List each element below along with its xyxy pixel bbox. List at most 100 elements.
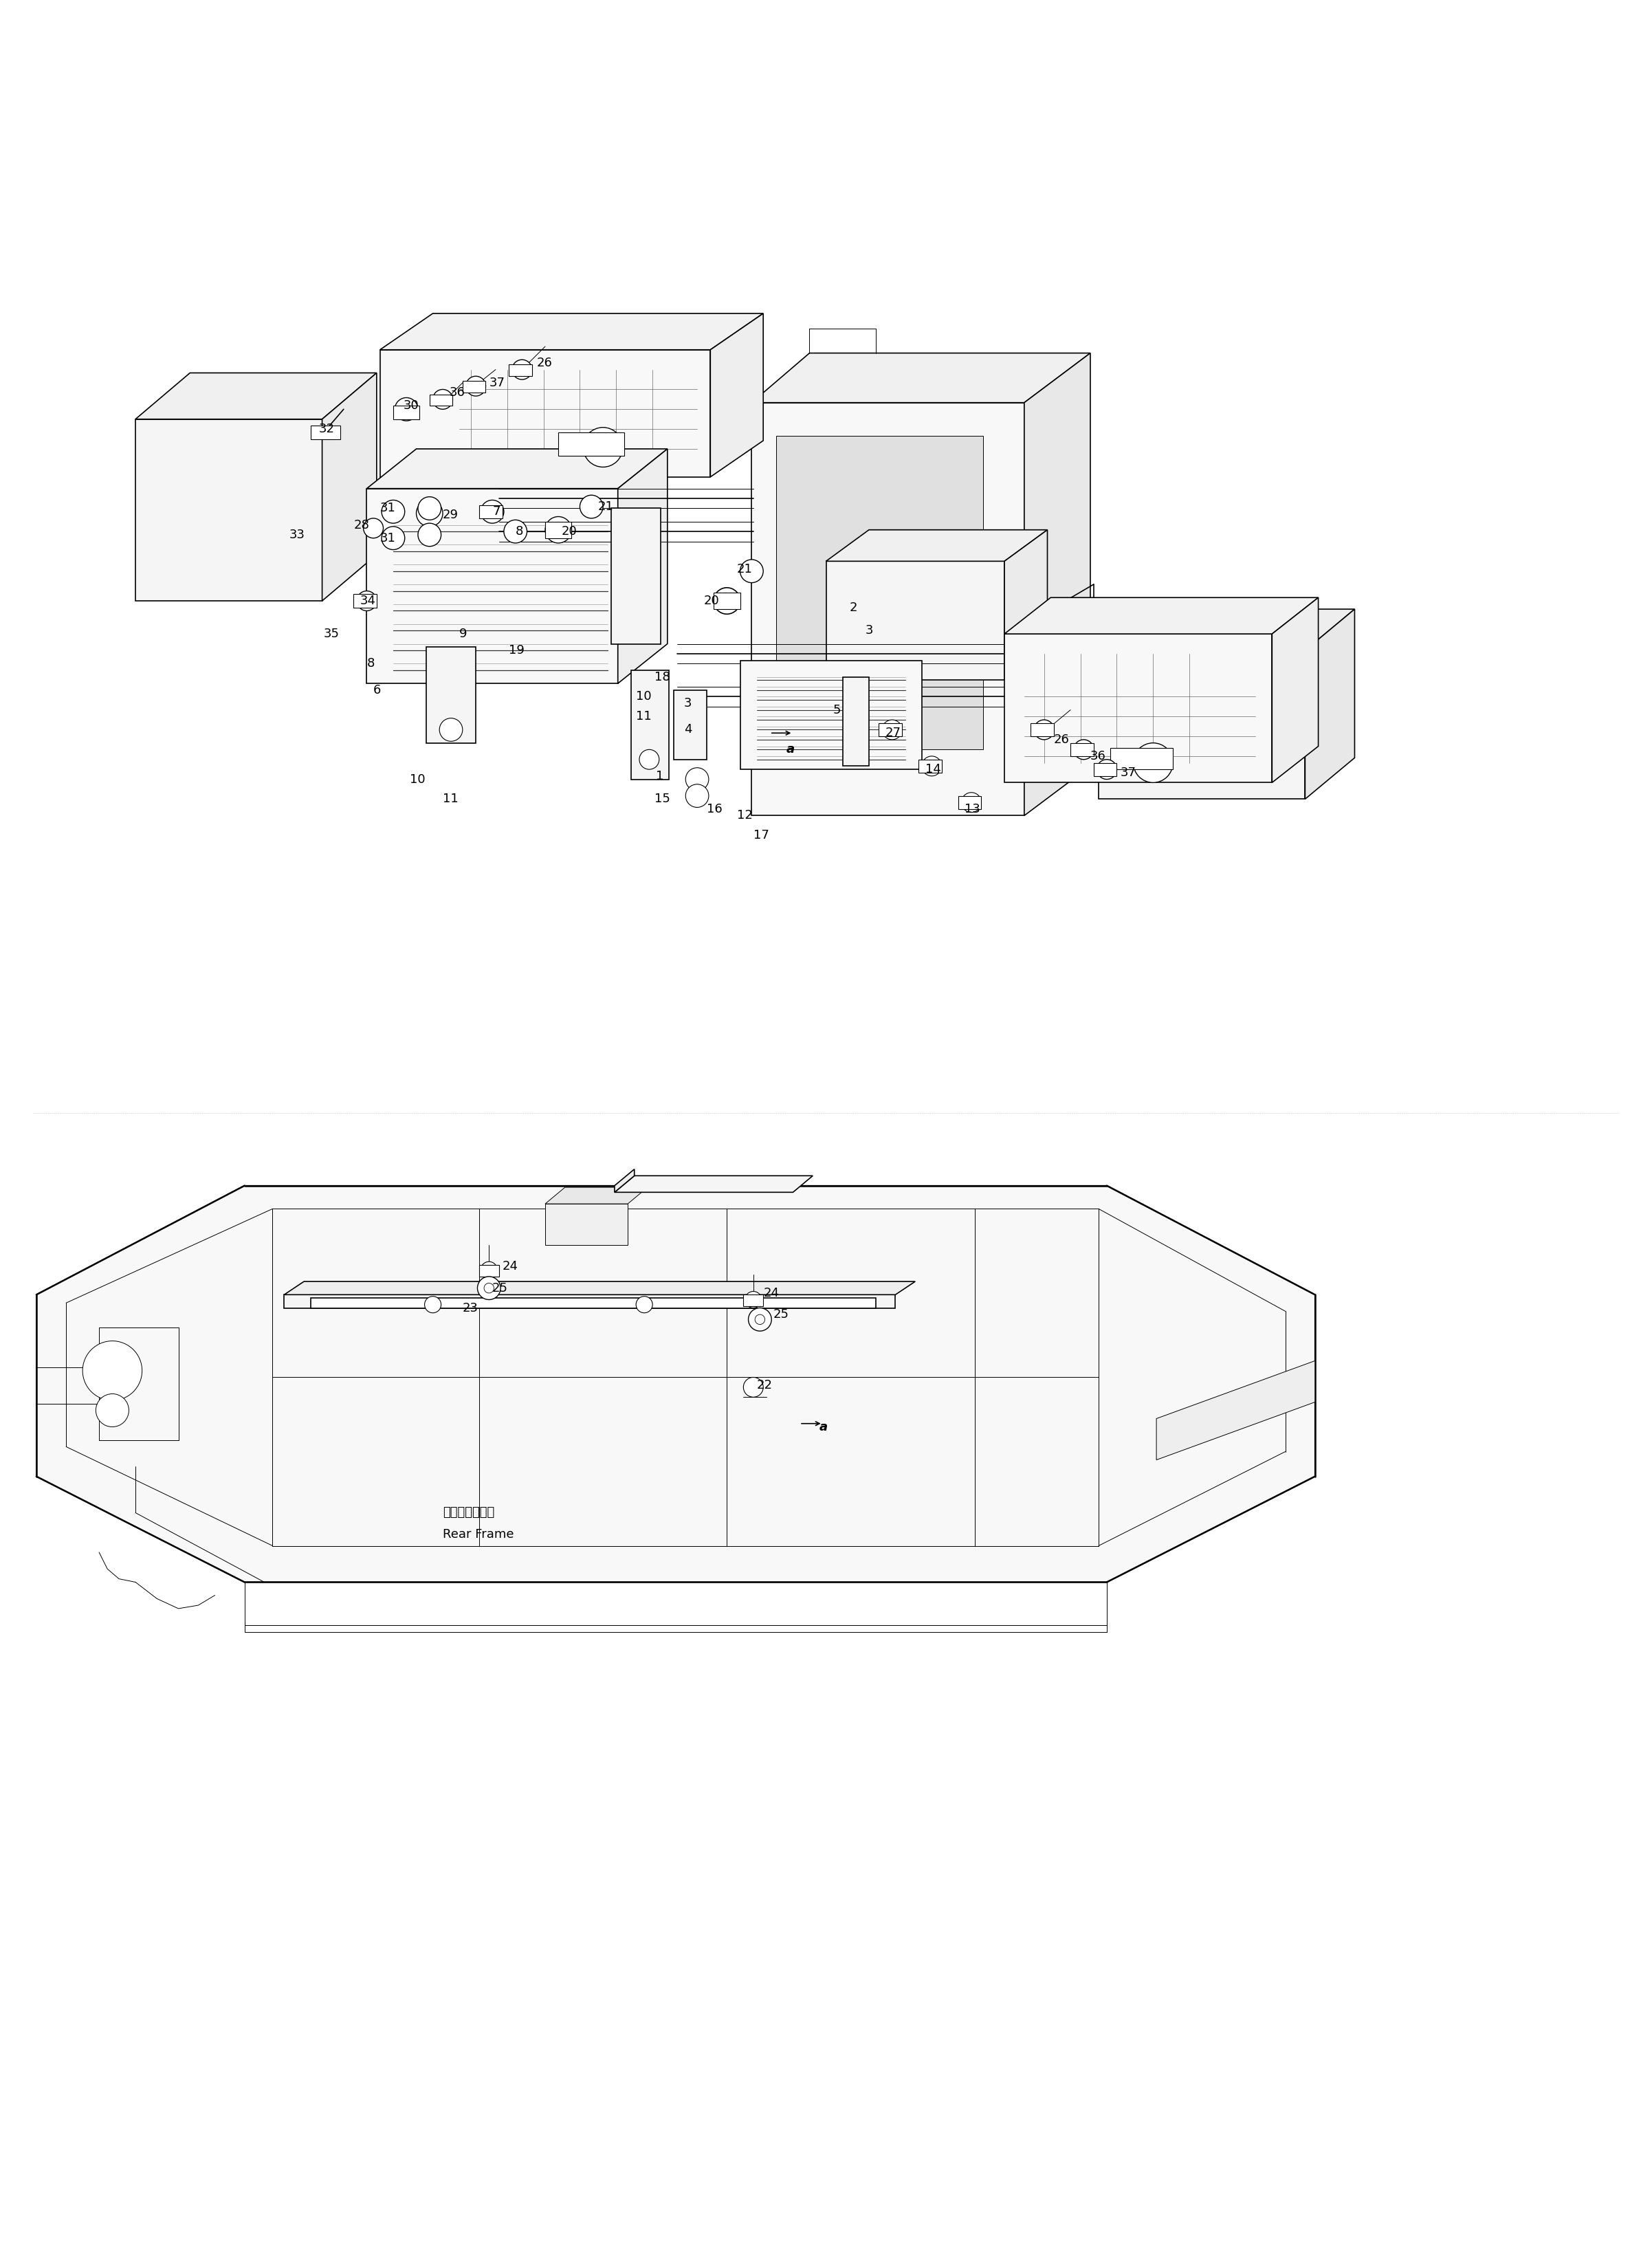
Text: 31: 31 <box>380 531 396 544</box>
Circle shape <box>961 793 981 813</box>
Circle shape <box>882 721 902 739</box>
Bar <box>354 594 377 608</box>
Polygon shape <box>1305 610 1355 800</box>
Polygon shape <box>135 420 322 601</box>
Circle shape <box>1074 739 1094 759</box>
Polygon shape <box>740 660 922 770</box>
Circle shape <box>466 377 486 395</box>
Text: 17: 17 <box>753 829 770 843</box>
Text: 20: 20 <box>704 594 719 608</box>
Bar <box>430 395 453 407</box>
Polygon shape <box>611 508 661 644</box>
Polygon shape <box>426 646 476 743</box>
Bar <box>1070 743 1094 757</box>
Polygon shape <box>284 1281 915 1294</box>
Text: 21: 21 <box>737 562 753 576</box>
Text: 29: 29 <box>443 508 459 522</box>
Text: 37: 37 <box>1120 766 1137 779</box>
Circle shape <box>740 560 763 583</box>
Bar <box>479 506 502 517</box>
Text: 25: 25 <box>492 1281 509 1294</box>
Circle shape <box>439 718 463 741</box>
Text: 27: 27 <box>885 727 902 739</box>
Text: a: a <box>819 1421 828 1432</box>
Text: 35: 35 <box>324 628 340 639</box>
Text: 3: 3 <box>866 623 874 637</box>
Text: a: a <box>786 743 795 757</box>
Text: 6: 6 <box>373 684 382 696</box>
Circle shape <box>481 499 504 524</box>
Circle shape <box>743 1378 763 1396</box>
Circle shape <box>96 1394 129 1428</box>
Polygon shape <box>244 1186 1107 1581</box>
Text: 16: 16 <box>707 802 722 815</box>
Text: 7: 7 <box>492 506 501 517</box>
Polygon shape <box>826 531 1047 560</box>
Bar <box>958 795 981 809</box>
Polygon shape <box>367 488 618 684</box>
Polygon shape <box>380 350 710 477</box>
Text: 22: 22 <box>757 1380 773 1392</box>
Text: 5: 5 <box>833 705 841 716</box>
Circle shape <box>755 1315 765 1324</box>
Circle shape <box>477 1276 501 1299</box>
Circle shape <box>745 1292 762 1308</box>
Bar <box>463 382 486 393</box>
Text: 26: 26 <box>1054 734 1070 745</box>
Circle shape <box>433 389 453 409</box>
Bar <box>1110 748 1173 770</box>
Circle shape <box>416 499 443 526</box>
Circle shape <box>512 359 532 380</box>
Polygon shape <box>615 1170 634 1193</box>
Polygon shape <box>674 689 707 759</box>
Text: 2: 2 <box>849 601 857 614</box>
Bar <box>479 1265 499 1276</box>
Text: 24: 24 <box>502 1261 519 1272</box>
Polygon shape <box>545 1204 628 1245</box>
Text: 3: 3 <box>684 698 692 709</box>
Text: 32: 32 <box>319 422 335 436</box>
Bar <box>714 592 740 610</box>
Bar <box>311 425 340 438</box>
Bar <box>545 522 572 538</box>
Polygon shape <box>752 402 1024 815</box>
Text: 9: 9 <box>459 628 468 639</box>
Circle shape <box>636 1297 653 1312</box>
Polygon shape <box>618 450 667 684</box>
Circle shape <box>583 427 623 468</box>
Text: 11: 11 <box>443 793 458 804</box>
Bar <box>1031 723 1054 736</box>
Bar <box>879 723 902 736</box>
Polygon shape <box>1024 352 1090 815</box>
Polygon shape <box>1107 1186 1315 1581</box>
Text: 10: 10 <box>410 773 425 786</box>
Text: 13: 13 <box>965 802 981 815</box>
Text: 18: 18 <box>654 671 669 682</box>
Text: 14: 14 <box>925 764 942 775</box>
Text: 25: 25 <box>773 1308 790 1322</box>
Text: 12: 12 <box>737 809 753 822</box>
Polygon shape <box>710 314 763 477</box>
Polygon shape <box>631 671 669 779</box>
Text: 19: 19 <box>509 644 525 657</box>
Circle shape <box>395 398 418 420</box>
Bar <box>509 364 532 377</box>
Polygon shape <box>1156 1360 1315 1459</box>
Bar <box>743 1294 763 1306</box>
Polygon shape <box>1004 635 1272 782</box>
Polygon shape <box>1099 610 1355 651</box>
Circle shape <box>83 1342 142 1401</box>
Polygon shape <box>1004 531 1047 680</box>
Text: Rear Frame: Rear Frame <box>443 1527 514 1541</box>
Circle shape <box>1097 759 1117 779</box>
Circle shape <box>484 1283 494 1292</box>
Bar <box>558 431 624 456</box>
Polygon shape <box>1099 651 1305 800</box>
Polygon shape <box>826 560 1004 680</box>
Polygon shape <box>752 352 1090 402</box>
Bar <box>1094 764 1117 777</box>
Circle shape <box>580 495 603 517</box>
Text: 36: 36 <box>449 386 466 400</box>
Circle shape <box>418 497 441 520</box>
Text: 4: 4 <box>684 723 692 736</box>
